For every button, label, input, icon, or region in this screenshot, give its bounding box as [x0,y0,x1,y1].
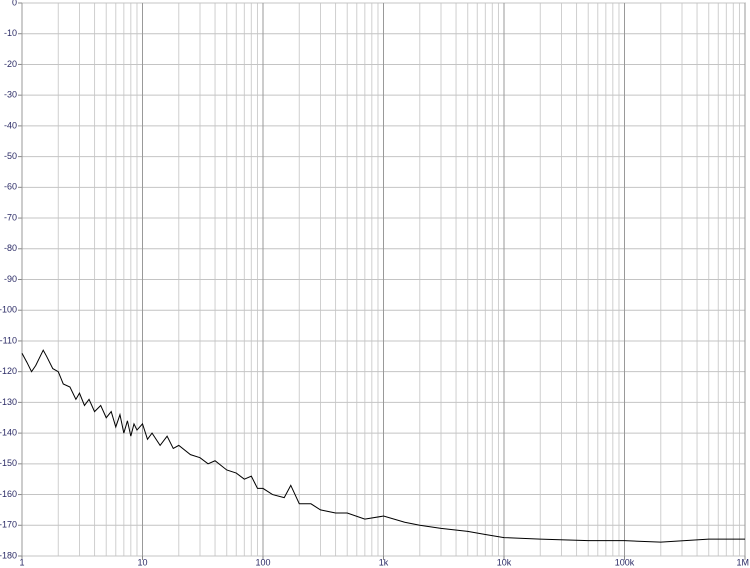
x-tick-label: 1M [736,557,749,567]
x-tick-label: 1 [19,557,24,567]
y-tick-label: -100 [0,305,17,315]
x-tick-label: 100 [255,557,270,567]
y-tick-label: -30 [4,90,17,100]
y-tick-label: -140 [0,427,17,437]
y-tick-label: -150 [0,458,17,468]
y-tick-label: -130 [0,397,17,407]
y-tick-label: 0 [12,0,17,7]
y-tick-label: -180 [0,550,17,560]
series-line [21,349,745,543]
y-tick-label: -10 [4,28,17,38]
x-tick-label: 100k [615,557,635,567]
y-tick-label: -20 [4,59,17,69]
y-tick-label: -90 [4,274,17,284]
y-tick-label: -50 [4,151,17,161]
y-tick-label: -120 [0,366,17,376]
y-tick-label: -80 [4,243,17,253]
x-tick-label: 10k [497,557,512,567]
y-tick-label: -40 [4,120,17,130]
y-tick-label: -110 [0,335,17,345]
x-tick-label: 1k [379,557,389,567]
y-tick-label: -170 [0,520,17,530]
y-tick-label: -160 [0,489,17,499]
y-tick-label: -70 [4,212,17,222]
y-tick-label: -60 [4,182,17,192]
x-tick-label: 10 [137,557,147,567]
